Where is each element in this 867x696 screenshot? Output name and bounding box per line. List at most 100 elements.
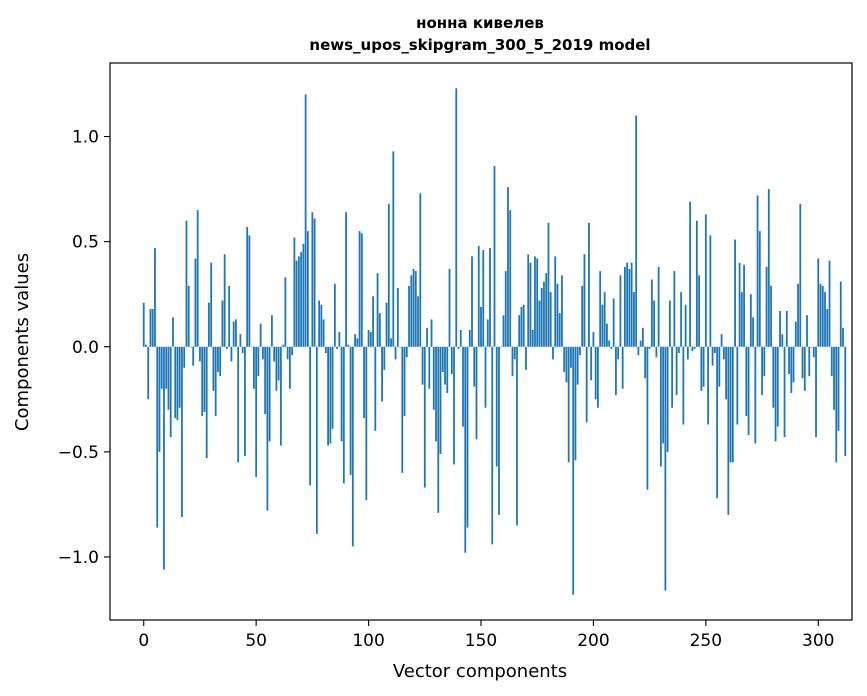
bar-310 xyxy=(839,281,842,347)
bar-241 xyxy=(684,304,687,347)
bar-267 xyxy=(743,264,745,347)
bar-278 xyxy=(767,189,770,347)
bar-312 xyxy=(844,346,847,457)
bar-127 xyxy=(428,346,431,389)
bar-276 xyxy=(763,346,766,377)
bar-302 xyxy=(821,285,824,347)
bar-10 xyxy=(165,346,168,389)
bar-257 xyxy=(720,334,723,347)
bar-198 xyxy=(588,222,590,347)
bar-218 xyxy=(633,292,635,347)
bar-86 xyxy=(336,346,338,349)
bar-219 xyxy=(635,115,638,347)
bar-34 xyxy=(219,346,222,377)
bar-136 xyxy=(448,268,451,347)
bar-93 xyxy=(351,346,354,547)
bar-238 xyxy=(677,346,680,354)
bar-190 xyxy=(570,346,572,368)
bar-292 xyxy=(799,203,802,347)
bar-154 xyxy=(489,247,491,347)
bar-225 xyxy=(648,346,651,349)
y-tick-label: −0.5 xyxy=(58,443,99,463)
bar-141 xyxy=(459,329,462,347)
bar-4 xyxy=(151,308,154,347)
bar-148 xyxy=(475,346,478,440)
bar-17 xyxy=(181,346,183,517)
bar-51 xyxy=(257,346,260,377)
bar-282 xyxy=(776,346,779,427)
bar-200 xyxy=(592,332,595,347)
bar-215 xyxy=(626,262,629,347)
bar-123 xyxy=(419,193,422,347)
bar-166 xyxy=(516,346,518,526)
bar-102 xyxy=(372,296,374,347)
bar-207 xyxy=(608,340,611,347)
bar-61 xyxy=(279,346,282,446)
bar-164 xyxy=(511,346,514,377)
bar-78 xyxy=(318,300,321,347)
bar-88 xyxy=(340,346,343,442)
bar-143 xyxy=(464,346,467,553)
bar-series xyxy=(142,88,847,595)
bar-159 xyxy=(500,346,503,348)
bar-153 xyxy=(486,319,489,347)
x-tick-label: 0 xyxy=(138,631,149,651)
bar-161 xyxy=(504,271,507,347)
bar-73 xyxy=(306,231,309,347)
bar-177 xyxy=(540,287,543,347)
bar-71 xyxy=(302,243,305,347)
bar-24 xyxy=(196,210,199,347)
bar-169 xyxy=(522,304,525,347)
bar-249 xyxy=(702,346,705,387)
bar-133 xyxy=(441,346,444,372)
x-axis-label: Vector components xyxy=(393,661,567,682)
bar-22 xyxy=(192,346,195,366)
bar-130 xyxy=(435,346,437,442)
bar-70 xyxy=(300,252,303,347)
bar-28 xyxy=(205,346,208,459)
bar-58 xyxy=(273,346,276,362)
bar-91 xyxy=(347,344,350,347)
bar-81 xyxy=(324,346,327,354)
bar-110 xyxy=(390,338,392,347)
bar-273 xyxy=(756,195,759,347)
bar-279 xyxy=(770,285,772,347)
bar-226 xyxy=(650,279,653,347)
bar-293 xyxy=(801,346,804,379)
bar-16 xyxy=(178,346,181,408)
bar-144 xyxy=(466,346,469,528)
bar-251 xyxy=(707,346,709,425)
bar-176 xyxy=(538,300,541,347)
bar-59 xyxy=(275,346,278,391)
bar-109 xyxy=(387,203,390,347)
bar-244 xyxy=(691,346,694,351)
bar-194 xyxy=(579,346,581,356)
bar-188 xyxy=(565,346,568,383)
bar-183 xyxy=(554,256,557,347)
bar-180 xyxy=(547,222,550,347)
bar-196 xyxy=(583,254,586,347)
bar-236 xyxy=(673,271,676,347)
bar-92 xyxy=(349,346,352,475)
bar-296 xyxy=(808,346,811,377)
bar-152 xyxy=(484,346,487,408)
bar-89 xyxy=(342,346,345,484)
bar-297 xyxy=(810,346,813,348)
bar-185 xyxy=(558,313,561,347)
bar-213 xyxy=(621,346,624,389)
bar-84 xyxy=(331,346,334,429)
bar-0 xyxy=(142,302,145,347)
bar-32 xyxy=(214,346,217,417)
bar-211 xyxy=(617,346,620,360)
bar-158 xyxy=(498,346,500,515)
bar-5 xyxy=(154,247,156,347)
bar-201 xyxy=(594,346,597,400)
bar-149 xyxy=(477,245,480,347)
bar-103 xyxy=(374,346,377,431)
bar-67 xyxy=(293,237,296,347)
bar-87 xyxy=(338,332,341,347)
bar-82 xyxy=(327,346,329,446)
bar-50 xyxy=(255,346,258,478)
bar-186 xyxy=(561,275,563,347)
